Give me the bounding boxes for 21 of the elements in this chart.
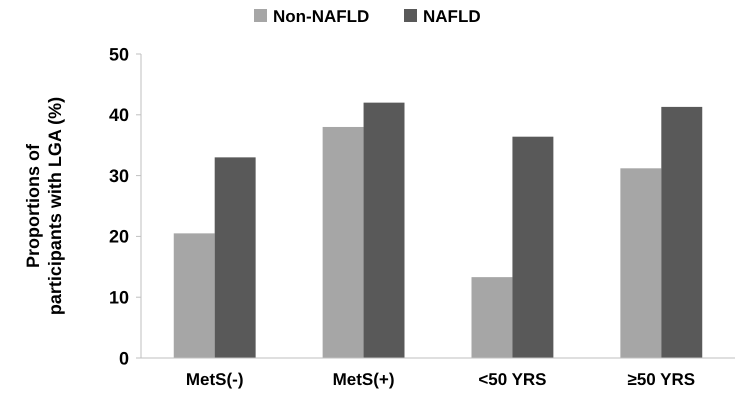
bar [471, 277, 512, 358]
legend-label: NAFLD [423, 6, 481, 26]
bar [364, 102, 405, 358]
y-axis-title: Proportions of participants with LGA (%) [23, 96, 65, 316]
legend-label: Non-NAFLD [273, 6, 370, 26]
bar [322, 126, 364, 358]
y-tick-label: 30 [108, 166, 129, 186]
y-tick-label: 20 [108, 226, 129, 247]
x-tick-label: MetS(-) [186, 370, 244, 389]
bar [620, 168, 662, 358]
y-tick-label: 50 [108, 44, 129, 64]
x-tick-label: MetS(+) [332, 370, 394, 389]
y-tick-label: 0 [118, 348, 129, 368]
y-tick-label: 10 [108, 288, 129, 308]
x-tick-label: <50 YRS [478, 370, 547, 389]
x-tick-label: ≥50 YRS [627, 370, 696, 389]
bar [661, 106, 702, 358]
bar [174, 233, 215, 358]
bar [512, 136, 554, 358]
y-tick-label: 40 [108, 105, 129, 126]
bar [214, 157, 256, 358]
